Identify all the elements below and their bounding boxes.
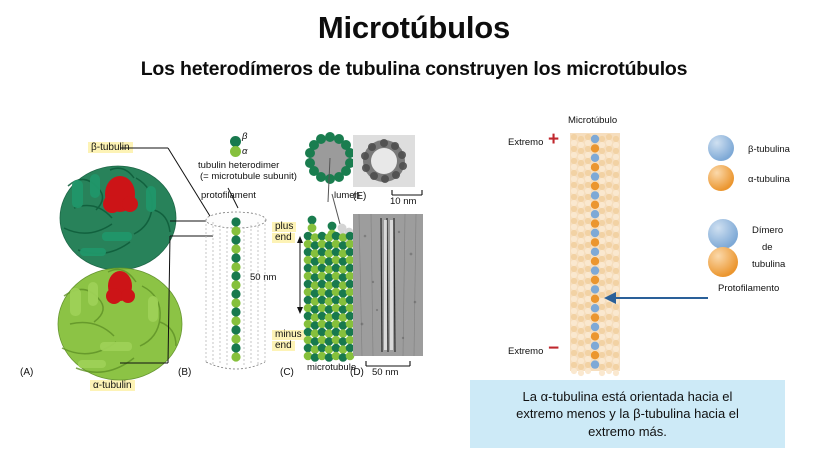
- microtubulo-title: Microtúbulo: [568, 115, 618, 126]
- leader-lines: [120, 147, 239, 364]
- tubulin-ribbon-structure: β-tubulin α-tubulin: [50, 142, 195, 391]
- beta-tubulin-label: β-tubulin: [88, 142, 133, 153]
- dimer-label-line2: de: [762, 242, 773, 253]
- beta-symbol-label: β: [242, 131, 248, 142]
- microtubule-label: microtubule: [307, 362, 357, 373]
- minus-sign-icon: −: [548, 338, 560, 359]
- gtp-site-alpha: [106, 271, 135, 304]
- panel-letter-b: (B): [178, 367, 192, 378]
- panel-letter-a: (A): [20, 367, 34, 378]
- lumen-label: lumen: [334, 190, 360, 201]
- page-subtitle: Los heterodímeros de tubulina construyen…: [140, 58, 688, 80]
- microtubule-graphic: [303, 132, 355, 362]
- plus-sign-icon: +: [548, 129, 560, 150]
- dimer-beta-swatch: [708, 219, 738, 249]
- protofilament-label: protofilament: [201, 190, 256, 201]
- right-figure-panel: Microtúbulo Extremo + Extremo − Protofil…: [470, 115, 820, 380]
- em-cross-section-graphic: [353, 135, 415, 187]
- panel-letter-e: (E): [353, 191, 367, 202]
- dimer-alpha-swatch: [708, 247, 738, 277]
- heterodimer-beta-bead: [230, 136, 241, 147]
- scale-bar-50nm-d: [365, 361, 411, 367]
- page-title: Microtúbulos: [317, 10, 511, 45]
- legend-beta-tubulina-label: β-tubulina: [748, 144, 790, 155]
- em-longitudinal-graphic: [353, 214, 423, 356]
- scale-10nm-label: 10 nm: [390, 196, 417, 207]
- alpha-tubulin-label: α-tubulin: [90, 380, 135, 391]
- legend-alpha-tubulina-label: α-tubulina: [748, 174, 790, 185]
- protofilament-cylinder: [205, 211, 267, 370]
- scale-50nm-d-label: 50 nm: [372, 367, 399, 378]
- gtp-site-beta: [103, 176, 138, 213]
- scale-50nm-c-label: 50 nm: [250, 272, 277, 283]
- scale-bar-50nm-c: [297, 236, 303, 314]
- minus-end-label: Extremo: [508, 346, 544, 357]
- em-micrograph-cross-section: [353, 135, 415, 187]
- caption-line3: extremo más.: [588, 423, 667, 439]
- microtubule-tube: [570, 133, 620, 377]
- em-micrograph-longitudinal: [353, 214, 423, 356]
- dimer-label-line3: tubulina: [752, 259, 786, 270]
- ribbon-graphic: [57, 165, 183, 381]
- dimer-label-line1: Dímero: [752, 225, 784, 236]
- plus-end-label-line1: plus: [272, 222, 297, 232]
- legend-beta-tubulina-swatch: [708, 135, 734, 161]
- alpha-symbol-label: α: [242, 146, 248, 157]
- protofilamento-arrow-icon: [604, 292, 708, 304]
- caption-line1: La α-tubulina está orientada hacia el: [522, 388, 733, 404]
- protofilament-panel: β α tubulin heterodimer (= microtubule s…: [198, 118, 310, 370]
- protofilamento-text: Protofilamento: [718, 283, 780, 294]
- plus-end-label: Extremo: [508, 137, 544, 148]
- left-figure-panel: β-tubulin α-tubulin: [20, 118, 450, 391]
- heterodimer-label-line2: (= microtubule subunit): [200, 171, 297, 182]
- scale-bar-10nm: [391, 190, 423, 196]
- legend-alpha-tubulina-swatch: [708, 165, 734, 191]
- panel-letter-d: (D): [350, 367, 364, 378]
- caption-line2: extremo menos y la β-tubulina hacia el: [516, 406, 739, 422]
- heterodimer-alpha-bead: [230, 146, 241, 157]
- caption-box: La α-tubulina está orientada hacia el ex…: [470, 380, 785, 448]
- microtubule-3d-panel: lumen microtubule 50 nm: [250, 128, 380, 376]
- minus-end-label-line2: end: [272, 341, 295, 351]
- plus-end-label-line2: end: [272, 233, 295, 243]
- heterodimer-label-line1: tubulin heterodimer: [198, 160, 280, 171]
- minus-end-label-line1: minus: [272, 330, 305, 340]
- panel-letter-c: (C): [280, 367, 294, 378]
